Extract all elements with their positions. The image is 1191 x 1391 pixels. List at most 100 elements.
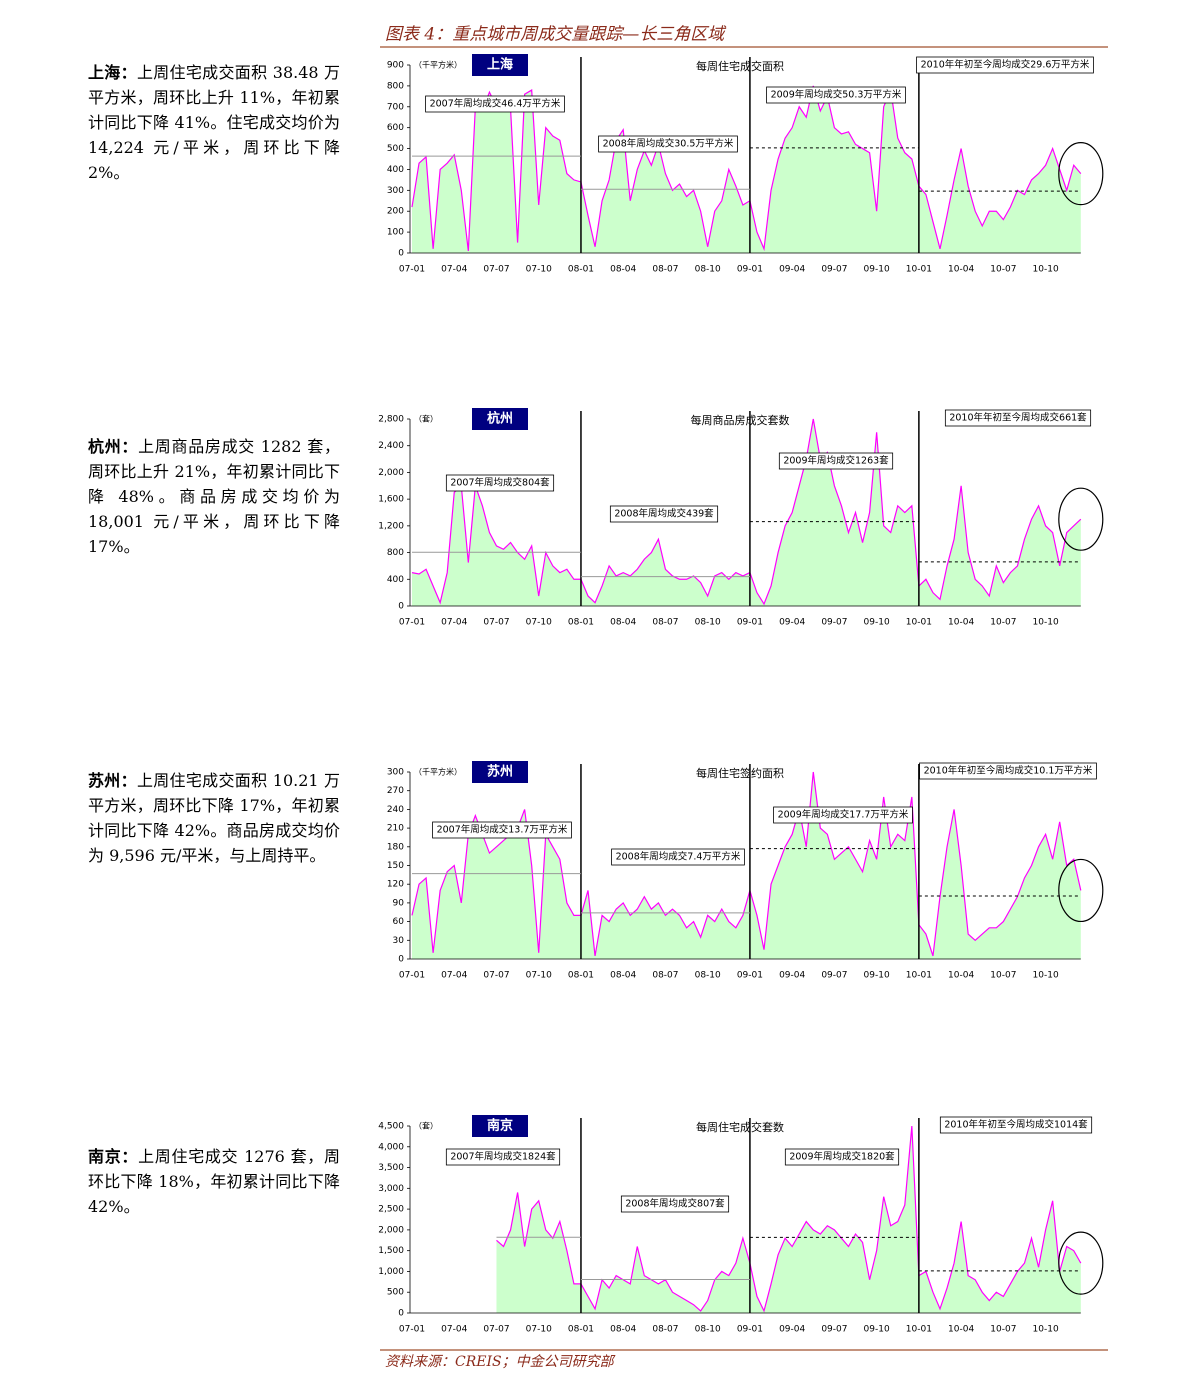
x-tick-label: 09-04 (779, 618, 805, 628)
paragraph: 杭州：上周商品房成交 1282 套，周环比上升 21%，年初累计同比下降 48%… (88, 434, 340, 559)
annotation: 2008年周均成交807套 (620, 1195, 730, 1213)
annotation-box (611, 848, 745, 866)
paragraph: 上海：上周住宅成交面积 38.48 万平方米，周环比上升 11%，年初累计同比下… (88, 60, 340, 185)
x-tick-label: 07-01 (399, 618, 425, 628)
y-tick-label: 300 (387, 768, 404, 778)
city-badge (472, 54, 528, 76)
annotation-box (432, 821, 572, 839)
annotation-label: 2009年周均成交1820套 (789, 1151, 895, 1163)
x-tick-label: 08-10 (695, 265, 721, 275)
text: 上周住宅成交面积 38.48 万平方米，周环比上升 11%，年初累计同比下降 4… (88, 63, 340, 182)
annotation: 2010年年初至今周均成交29.6万平方米 (916, 56, 1094, 74)
x-tick-label: 08-04 (610, 265, 636, 275)
x-tick-label: 10-01 (906, 265, 932, 275)
x-tick-label: 08-04 (610, 618, 636, 628)
x-tick-label: 10-07 (990, 971, 1016, 981)
annotation-label: 2010年年初至今周均成交10.1万平方米 (924, 765, 1093, 777)
y-tick-label: 0 (398, 249, 404, 259)
annotation-label: 2010年年初至今周均成交29.6万平方米 (921, 59, 1090, 71)
series-line (411, 85, 1082, 252)
x-tick-label: 08-10 (695, 971, 721, 981)
x-tick-label: 09-10 (864, 618, 890, 628)
x-tick-label: 08-10 (695, 618, 721, 628)
y-tick-label: 210 (387, 824, 404, 834)
x-tick-label: 10-01 (906, 1325, 932, 1335)
annotation: 2008年周均成交439套 (609, 505, 719, 523)
chart-title: 每周住宅成交面积 (696, 59, 784, 73)
x-tick-label: 08-07 (652, 1325, 678, 1335)
x-tick-label: 07-01 (399, 1325, 425, 1335)
city-label: 南京 (487, 1118, 513, 1134)
annotation-box (620, 1195, 730, 1213)
y-tick-label: 2,000 (378, 468, 404, 478)
x-tick-label: 08-04 (610, 971, 636, 981)
area-fill (412, 772, 1081, 959)
x-tick-label: 08-01 (568, 618, 594, 628)
annotation-label: 2008年周均成交30.5万平方米 (603, 138, 734, 150)
x-tick-label: 10-10 (1033, 971, 1059, 981)
annotation-box (766, 86, 906, 104)
annotation-box (445, 474, 555, 492)
x-tick-label: 10-01 (906, 971, 932, 981)
chart: 0 400 800 1,200 1,600 2,000 2,400 2,800 07-01 07-… (378, 408, 1104, 628)
x-tick-label: 09-10 (864, 971, 890, 981)
x-tick-label: 08-07 (652, 618, 678, 628)
y-tick-label: 2,400 (378, 441, 404, 451)
city-badge (472, 1115, 528, 1137)
text: 上周商品房成交 1282 套，周环比上升 21%，年初累计同比下降 48%。商品… (88, 437, 340, 556)
city-label: 苏州 (487, 764, 513, 780)
y-tick-label: 1,200 (378, 521, 404, 531)
x-tick-label: 08-07 (652, 971, 678, 981)
series-line (411, 418, 1082, 606)
y-tick-label: 800 (387, 81, 404, 91)
x-tick-label: 10-04 (948, 1325, 974, 1335)
x-tick-label: 09-01 (737, 265, 763, 275)
annotation-box (773, 806, 913, 824)
x-tick-label: 09-01 (737, 618, 763, 628)
annotation-box (916, 56, 1094, 74)
highlight-ring (1058, 487, 1104, 551)
x-tick-label: 07-10 (526, 1325, 552, 1335)
annotation-label: 2007年周均成交46.4万平方米 (430, 98, 561, 110)
y-tick-label: 90 (393, 898, 405, 908)
annotation-label: 2010年年初至今周均成交661套 (949, 412, 1087, 424)
y-tick-label: 4,000 (378, 1142, 404, 1152)
unit-label: （套） (414, 414, 438, 424)
x-tick-label: 09-07 (821, 618, 847, 628)
y-tick-label: 700 (387, 102, 404, 112)
annotation-box (919, 762, 1097, 780)
chart: 0 100 200 300 400 500 600 700 800 900 07-01 07-04 07… (387, 54, 1104, 275)
y-tick-label: 120 (387, 880, 404, 890)
text: 上周住宅成交面积 10.21 万平方米，周环比下降 17%，年初累计同比下降 4… (88, 771, 340, 865)
x-tick-label: 09-10 (864, 1325, 890, 1335)
highlight-ring (1058, 1231, 1104, 1295)
text: 上周住宅成交 1276 套，周环比下降 18%，年初累计同比下降 42%。 (88, 1147, 340, 1216)
annotation: 2010年年初至今周均成交10.1万平方米 (919, 762, 1097, 780)
annotation: 2008年周均成交30.5万平方米 (598, 135, 738, 153)
lead: 苏州： (88, 771, 137, 790)
x-tick-label: 09-07 (821, 971, 847, 981)
x-tick-label: 08-01 (568, 971, 594, 981)
x-tick-label: 07-01 (399, 971, 425, 981)
source: 资料来源：CREIS；中金公司研究部 (385, 1354, 616, 1370)
y-tick-label: 400 (387, 165, 404, 175)
y-tick-label: 3,000 (378, 1184, 404, 1194)
y-tick-label: 0 (398, 955, 404, 965)
x-tick-label: 10-10 (1033, 1325, 1059, 1335)
y-tick-label: 500 (387, 1288, 404, 1298)
annotation: 2008年周均成交7.4万平方米 (611, 848, 745, 866)
annotation-label: 2008年周均成交7.4万平方米 (616, 851, 741, 863)
x-tick-label: 07-10 (526, 971, 552, 981)
unit-label: （千平方米） (414, 60, 462, 70)
page-title: 图表 4：重点城市周成交量跟踪—长三角区域 (385, 25, 727, 45)
x-tick-label: 10-04 (948, 265, 974, 275)
highlight-ring (1058, 858, 1104, 923)
x-tick-label: 07-04 (441, 1325, 467, 1335)
y-tick-label: 30 (393, 936, 405, 946)
annotation-box (778, 452, 894, 470)
y-tick-label: 800 (387, 548, 404, 558)
unit-label: （千平方米） (414, 767, 462, 777)
city-label: 上海 (487, 57, 513, 73)
city-label: 杭州 (487, 411, 513, 427)
